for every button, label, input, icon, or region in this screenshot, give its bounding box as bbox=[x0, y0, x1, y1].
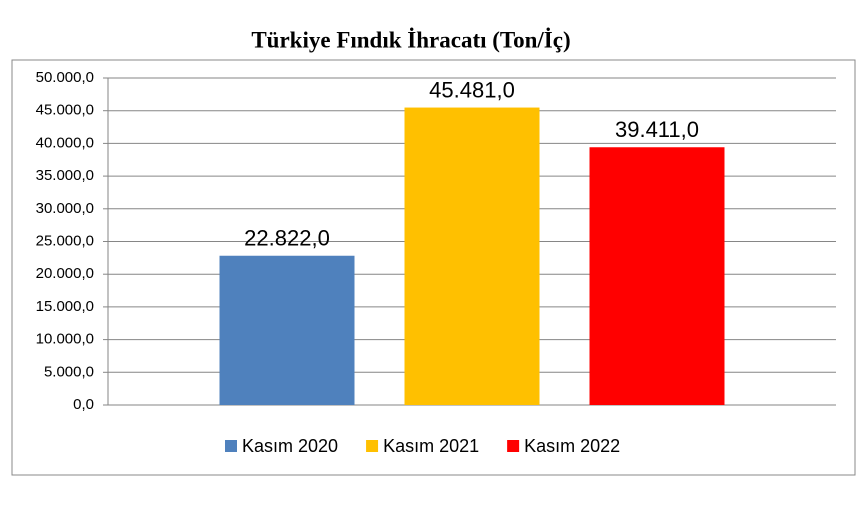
chart-frame bbox=[11, 59, 856, 476]
bar bbox=[219, 255, 355, 405]
value-label: 45.481,0 bbox=[429, 77, 515, 102]
legend-swatch bbox=[366, 440, 379, 452]
y-tick-label: 10.000,0 bbox=[36, 331, 94, 348]
y-tick-label: 40.000,0 bbox=[36, 134, 94, 151]
bar bbox=[589, 147, 725, 405]
legend-label: Kasım 2021 bbox=[383, 436, 479, 456]
y-tick-label: 5.000,0 bbox=[44, 363, 94, 380]
y-tick-label: 15.000,0 bbox=[36, 298, 94, 315]
value-label: 39.411,0 bbox=[615, 117, 699, 142]
bar bbox=[404, 107, 540, 405]
legend-swatch bbox=[225, 440, 237, 452]
y-tick-label: 0,0 bbox=[73, 396, 94, 413]
legend-swatch bbox=[507, 440, 520, 452]
legend-label: Kasım 2020 bbox=[242, 436, 338, 456]
chart-title: Türkiye Fındık İhracatı (Ton/İç) bbox=[251, 27, 570, 52]
y-tick-label: 30.000,0 bbox=[36, 200, 94, 217]
y-tick-label: 35.000,0 bbox=[36, 167, 94, 184]
value-label: 22.822,0 bbox=[244, 226, 330, 251]
y-tick-label: 45.000,0 bbox=[36, 102, 94, 119]
legend-label: Kasım 2022 bbox=[524, 436, 620, 456]
y-tick-label: 20.000,0 bbox=[36, 265, 94, 282]
y-tick-label: 25.000,0 bbox=[36, 232, 94, 249]
y-tick-label: 50.000,0 bbox=[36, 69, 94, 86]
